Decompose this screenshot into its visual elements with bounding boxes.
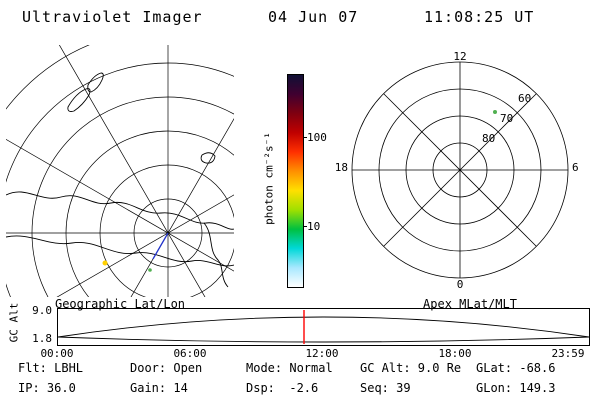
status-gcalt: GC Alt: 9.0 Re: [360, 361, 462, 375]
status-seq: Seq: 39: [360, 381, 411, 395]
status-flt: Flt: LBHL: [18, 361, 84, 375]
meridian-marker-line: [152, 232, 169, 260]
xtick-0000: 00:00: [40, 347, 74, 360]
xtick-0600: 06:00: [173, 347, 207, 360]
coastlines: [6, 72, 234, 288]
altitude-curve-bottom: [58, 336, 589, 343]
colorbar-label: photon cm⁻²s⁻¹: [262, 132, 276, 225]
altitude-strip-frame: [57, 308, 590, 346]
status-ip: IP: 36.0: [18, 381, 76, 395]
altitude-strip-plot: [58, 310, 589, 344]
status-glon: GLon: 149.3: [476, 381, 556, 395]
colorbar-tick-10-mark: [303, 226, 307, 227]
strip-ylabel: GC Alt: [7, 302, 21, 343]
geo-graticule: [6, 45, 234, 297]
status-dsp: Dsp: -2.6: [246, 381, 319, 395]
app-title: Ultraviolet Imager: [22, 8, 203, 26]
mlt-label-6: 6: [572, 161, 579, 174]
emission-pixel-yellow: [102, 260, 108, 266]
xtick-1200: 12:00: [305, 347, 339, 360]
xtick-1800: 18:00: [438, 347, 472, 360]
status-door: Door: Open: [130, 361, 203, 375]
strip-ytick-top: 9.0: [32, 304, 52, 317]
mlt-label-12: 12: [453, 50, 467, 63]
colorbar-tick-100-mark: [303, 137, 307, 138]
mlat-label-70: 70: [500, 112, 514, 125]
mlt-label-18: 18: [334, 161, 348, 174]
altitude-curve-top: [58, 316, 589, 338]
mlat-label-80: 80: [482, 132, 496, 145]
mlt-label-0: 0: [456, 278, 464, 291]
colorbar-tick-100: 100: [307, 131, 327, 144]
geographic-map-panel: [6, 45, 234, 297]
status-glat: GLat: -68.6: [476, 361, 556, 375]
apex-grid: [351, 61, 569, 279]
apex-caption: Apex MLat/MLT: [423, 297, 517, 311]
mlat-label-60: 60: [518, 92, 532, 105]
colorbar-tick-10: 10: [307, 220, 321, 233]
colorbar-gradient: [287, 74, 304, 288]
status-gain: Gain: 14: [130, 381, 188, 395]
status-mode: Mode: Normal: [246, 361, 333, 375]
apex-polar-panel: [351, 61, 569, 279]
geo-caption: Geographic Lat/Lon: [54, 297, 186, 311]
strip-ytick-bottom: 1.8: [32, 332, 52, 345]
xtick-2359: 23:59: [551, 347, 585, 360]
apex-emission-pixel-green: [493, 110, 497, 114]
time-label: 11:08:25 UT: [424, 8, 535, 26]
date-label: 04 Jun 07: [268, 8, 359, 26]
emission-pixel-green: [148, 268, 152, 272]
